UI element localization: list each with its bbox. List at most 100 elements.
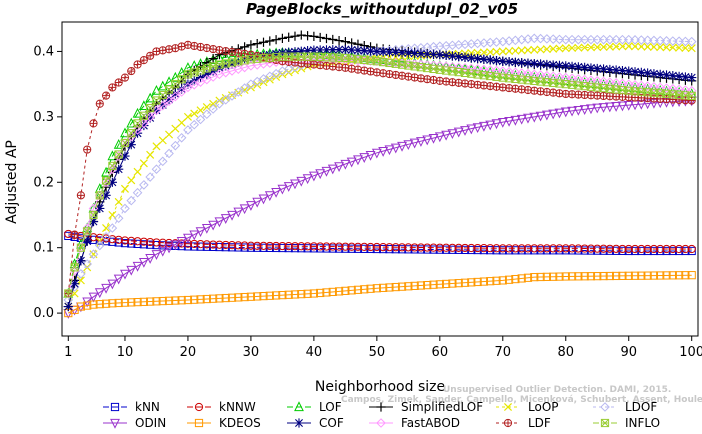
data-point-lof xyxy=(113,138,124,149)
legend-marker-inflo xyxy=(600,418,610,428)
legend-marker-ldf xyxy=(503,418,513,428)
data-point-odin xyxy=(409,138,420,149)
data-point-odin xyxy=(529,112,540,123)
x-tick-label: 60 xyxy=(432,345,449,360)
data-point-loop xyxy=(605,42,614,51)
series-inflo xyxy=(64,52,696,298)
data-point-odin xyxy=(308,171,319,182)
x-tick-label: 40 xyxy=(306,345,323,360)
data-point-simplifiedlof xyxy=(309,31,319,41)
data-point-odin xyxy=(586,104,596,115)
data-point-cof xyxy=(353,45,363,55)
data-point-kdeos xyxy=(612,271,621,281)
data-point-knnw xyxy=(580,244,589,253)
data-point-cof xyxy=(290,47,300,57)
data-point-cof xyxy=(120,151,130,161)
data-point-loop xyxy=(624,42,633,51)
series-line-loop xyxy=(67,45,692,307)
data-point-odin xyxy=(617,101,628,112)
data-point-loop xyxy=(668,43,677,52)
data-point-knnw xyxy=(567,244,577,253)
legend-label-inflo: INFLO xyxy=(625,416,660,430)
data-point-ldf xyxy=(416,74,426,83)
marker-box xyxy=(133,119,142,128)
data-point-knnw xyxy=(139,237,148,246)
data-point-lof xyxy=(120,127,130,138)
x-tick-label: 100 xyxy=(679,345,702,360)
data-point-ldf xyxy=(101,91,111,100)
marker-box xyxy=(253,54,262,63)
marker-box xyxy=(278,52,287,61)
series-knnw xyxy=(64,229,696,254)
data-point-ldof xyxy=(120,203,130,214)
data-point-simplifiedlof xyxy=(328,34,338,45)
data-point-ldof xyxy=(560,34,571,45)
data-point-ldof xyxy=(151,164,162,174)
data-point-fastabod xyxy=(529,69,540,80)
data-point-kdeos xyxy=(662,271,671,280)
data-point-cof xyxy=(630,67,640,77)
data-point-cof xyxy=(63,301,73,312)
watermark-line-1: Unsupervised Outlier Detection. DAMI, 20… xyxy=(443,385,671,395)
data-point-fastabod xyxy=(548,71,558,82)
data-point-kdeos xyxy=(460,278,470,287)
data-point-kdeos xyxy=(83,301,92,310)
data-point-knnw xyxy=(662,244,671,254)
marker-cross xyxy=(70,263,79,272)
data-point-odin xyxy=(340,159,351,170)
data-point-knnw xyxy=(404,243,413,252)
data-point-ldof xyxy=(239,83,250,93)
data-point-odin xyxy=(403,140,414,151)
data-point-kdeos xyxy=(127,298,136,307)
data-point-ldof xyxy=(271,68,281,79)
data-point-kdeos xyxy=(385,283,394,292)
data-point-cof xyxy=(649,69,659,79)
data-point-ldof xyxy=(101,231,111,242)
data-point-odin xyxy=(384,145,395,156)
data-point-knnw xyxy=(271,241,281,251)
data-point-loop xyxy=(687,44,696,53)
data-point-knnw xyxy=(467,243,476,253)
data-point-knnw xyxy=(523,244,533,253)
data-point-simplifiedlof xyxy=(315,32,325,43)
x-tick-label: 20 xyxy=(180,345,197,360)
data-point-kdeos xyxy=(171,296,180,305)
data-point-cof xyxy=(510,57,520,67)
data-point-odin xyxy=(434,132,445,143)
data-point-kdeos xyxy=(101,299,111,308)
data-point-kdeos xyxy=(511,274,520,284)
data-point-knnw xyxy=(328,242,337,251)
data-point-lof xyxy=(661,85,672,96)
data-point-knnw xyxy=(423,243,432,252)
data-point-cof xyxy=(202,69,212,79)
data-point-knnw xyxy=(486,244,495,253)
data-point-odin xyxy=(321,166,332,177)
marker-box xyxy=(227,58,237,67)
data-point-cof xyxy=(107,177,117,187)
data-point-knnw xyxy=(511,244,520,253)
data-point-fastabod xyxy=(617,78,628,89)
marker-cross xyxy=(146,52,154,60)
data-point-kdeos xyxy=(322,288,331,297)
data-point-kdeos xyxy=(108,299,117,308)
data-point-cof xyxy=(567,61,577,71)
data-point-kdeos xyxy=(536,272,545,282)
data-point-kdeos xyxy=(668,271,677,280)
data-point-loop xyxy=(517,46,526,55)
data-point-ldof xyxy=(69,282,80,292)
data-point-odin xyxy=(138,257,149,268)
marker-cross xyxy=(687,91,696,100)
data-point-fastabod xyxy=(497,66,508,76)
data-point-odin xyxy=(485,120,496,131)
data-point-knnw xyxy=(290,242,300,251)
data-point-cof xyxy=(548,60,558,70)
data-point-kdeos xyxy=(379,283,388,292)
legend-item-odin: ODIN xyxy=(103,416,166,430)
data-point-lof xyxy=(214,52,225,63)
data-point-cof xyxy=(88,216,99,227)
data-point-cof xyxy=(447,51,458,61)
data-point-cof xyxy=(296,46,306,56)
marker-box xyxy=(504,74,514,83)
marker-box xyxy=(600,418,610,428)
marker-cross xyxy=(178,42,186,51)
